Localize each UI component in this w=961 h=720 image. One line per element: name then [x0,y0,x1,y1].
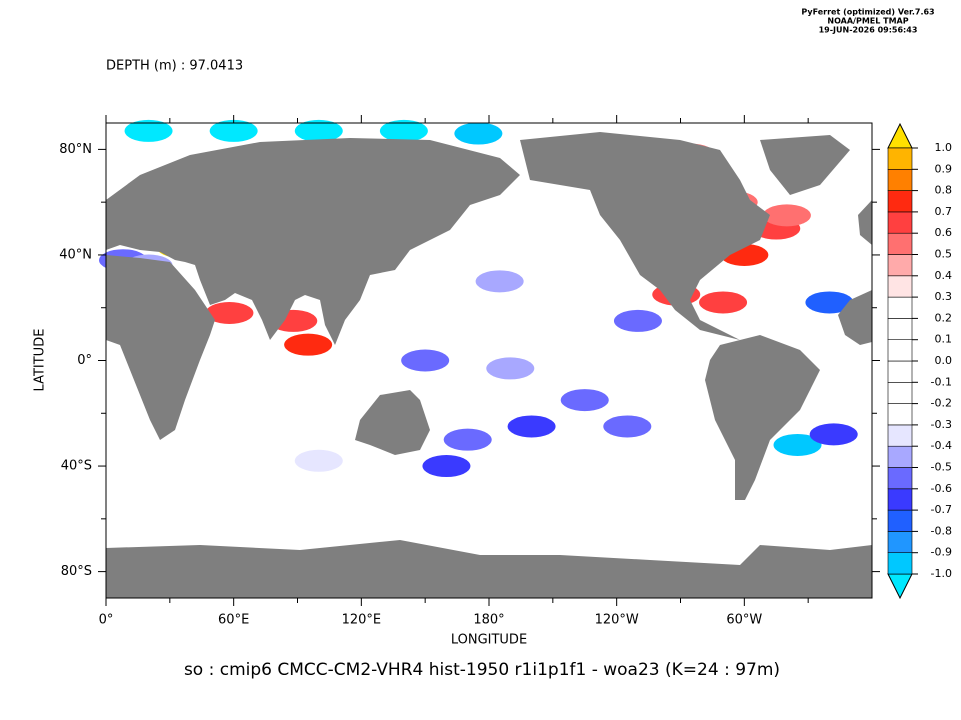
header-line: 19-JUN-2026 09:56:43 [819,26,918,35]
y-tick-label: 80°N [59,142,92,157]
colorbar-box [887,552,913,575]
header-line: NOAA/PMEL TMAP [827,17,908,26]
x-tick-label: 60°E [218,613,249,628]
colorbar-label: -0.9 [931,546,952,559]
colorbar-box [887,211,913,234]
colorbar-label: -0.3 [931,418,952,431]
colorbar-arrow [887,573,913,600]
colorbar-box [887,424,913,447]
anomaly-patch [284,333,333,356]
colorbar-box [887,275,913,298]
anomaly-patch [613,309,662,332]
land-north-america [520,132,770,340]
y-tick-label: 0° [77,353,92,368]
anomaly-patch [560,389,609,412]
colorbar-box [887,232,913,255]
x-tick-label: 60°W [726,613,762,628]
y-tick-label: 40°S [61,459,92,474]
anomaly-patch [443,428,492,451]
colorbar-box [887,381,913,404]
colorbar-label: 0.6 [935,226,953,239]
anomaly-patch [401,349,450,372]
colorbar-label: 0.3 [935,290,953,303]
anomaly-patch [124,119,173,142]
colorbar-box [887,445,913,468]
anomaly-patch [699,291,748,314]
colorbar-label: 0.7 [935,205,953,218]
colorbar-box [887,360,913,383]
x-tick-label: 0° [99,613,114,628]
colorbar-box [887,147,913,170]
anomaly-patch [294,119,343,142]
colorbar-label: 0.5 [935,248,953,261]
land [106,132,872,598]
colorbar-label: 0.1 [935,333,953,346]
x-axis-label: LONGITUDE [451,633,527,648]
colorbar-label: -0.2 [931,397,952,410]
colorbar-box [887,254,913,277]
x-tick-label: 120°E [342,613,382,628]
y-tick-label: 40°N [59,247,92,262]
colorbar-arrow [887,122,913,149]
colorbar-label: -0.6 [931,482,952,495]
anomaly-patch [809,423,858,446]
colorbar-label: 1.0 [935,141,953,154]
anomaly-patch [209,119,258,142]
colorbar-box [887,318,913,340]
x-tick-label: 180° [473,613,504,628]
chart-title: so : cmip6 CMCC-CM2-VHR4 hist-1950 r1i1p… [184,660,780,680]
anomaly-patch [603,415,652,438]
land-antarctica [106,540,872,598]
land-australia [355,390,430,455]
colorbar-label: 0.0 [935,354,953,367]
anomaly-patch [507,415,556,438]
y-tick-label: 80°S [61,564,92,579]
colorbar-label: -0.5 [931,461,952,474]
colorbar-label: 0.9 [935,162,953,175]
anomaly-patch [486,357,535,380]
header-line: PyFerret (optimized) Ver.7.63 [801,8,934,17]
colorbar-label: -0.1 [931,375,952,388]
colorbar-label: -0.7 [931,503,952,516]
colorbar-box [887,531,913,554]
land-greenland [760,135,850,195]
colorbar-label: 0.4 [935,269,953,282]
colorbar-box [887,467,913,490]
colorbar-label: 0.2 [935,311,953,324]
anomaly-patch [205,302,254,324]
land-africa-west [838,290,872,345]
anomaly-patch [475,270,524,293]
anomaly-patch [379,119,428,142]
land-europe-west [858,200,872,245]
land-africa [106,255,215,440]
colorbar-box [887,509,913,532]
x-tick-label: 120°W [595,613,639,628]
colorbar-label: 0.8 [935,184,953,197]
colorbar-label: -1.0 [931,567,952,580]
colorbar-box [887,190,913,213]
land-south-america [705,335,820,500]
colorbar-box [887,403,913,426]
y-axis-label: LATITUDE [33,329,48,392]
colorbar-label: -0.8 [931,524,952,537]
anomaly-patch [422,455,471,478]
anomaly-patch [454,122,503,145]
anomaly-patch [762,204,811,227]
colorbar-box [887,339,913,362]
colorbar-label: -0.4 [931,439,952,452]
land-eurasia [106,138,520,345]
colorbar-box [887,488,913,511]
anomaly-patch [773,433,822,456]
anomaly-patch [209,433,258,456]
subtitle: DEPTH (m) : 97.0413 [106,59,243,74]
colorbar-box [887,296,913,319]
anomaly-patch [805,291,854,314]
anomaly-patch [294,449,343,472]
colorbar-box [887,169,913,191]
